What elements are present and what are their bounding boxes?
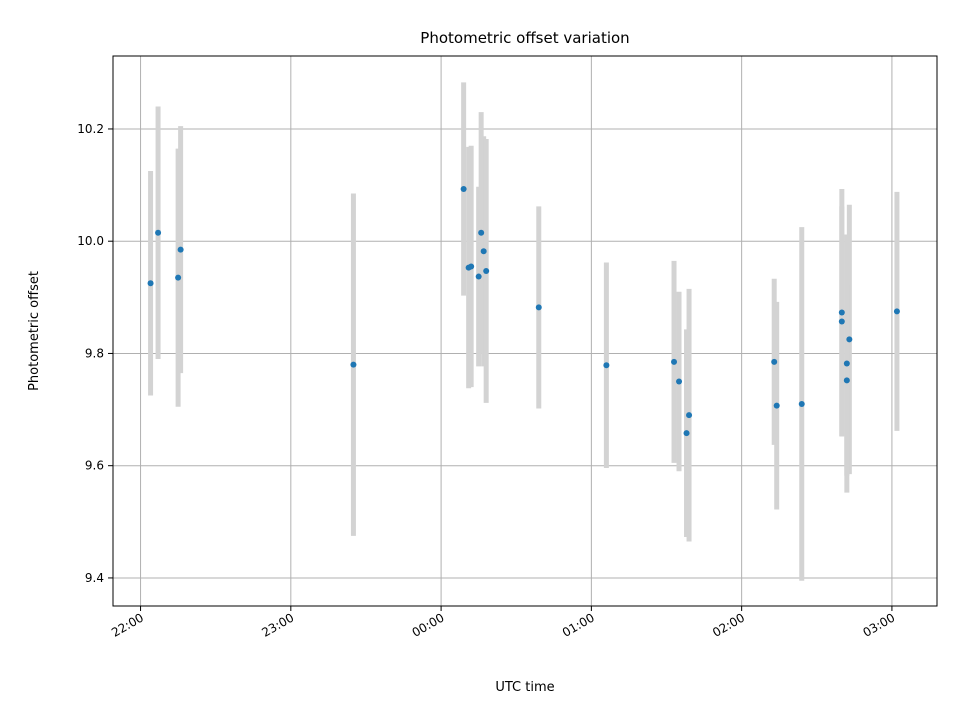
data-point (603, 362, 610, 369)
y-tick-label: 9.6 (85, 459, 104, 473)
data-point (846, 336, 853, 343)
data-point (798, 400, 805, 407)
y-axis-label: Photometric offset (27, 271, 42, 391)
data-point (843, 360, 850, 367)
data-point (773, 402, 780, 409)
data-point (483, 267, 490, 274)
data-point (683, 430, 690, 437)
data-point (838, 309, 845, 316)
data-point (893, 308, 900, 315)
data-point (478, 229, 485, 236)
chart-title: Photometric offset variation (420, 29, 629, 47)
y-tick-label: 9.4 (85, 571, 104, 585)
y-tick-label: 10.2 (77, 122, 104, 136)
plot-area-frame (112, 55, 938, 607)
data-point (480, 248, 487, 255)
data-point (843, 377, 850, 384)
data-point (671, 358, 678, 365)
data-point (686, 412, 693, 419)
data-point (155, 229, 162, 236)
x-axis-label: UTC time (495, 680, 554, 695)
data-point (175, 274, 182, 281)
y-tick-label: 10.0 (77, 234, 104, 248)
data-point (676, 378, 683, 385)
data-point (535, 304, 542, 311)
data-point (838, 318, 845, 325)
data-point (147, 280, 154, 287)
data-point (771, 358, 778, 365)
y-axis-ticks: 9.4 9.6 9.8 10.0 10.2 (77, 122, 113, 585)
data-point (460, 186, 467, 193)
y-tick-label: 9.8 (85, 346, 104, 360)
data-point (177, 246, 184, 253)
data-points (147, 186, 900, 437)
data-point (475, 273, 482, 280)
data-point (350, 361, 357, 368)
data-point (468, 263, 475, 270)
